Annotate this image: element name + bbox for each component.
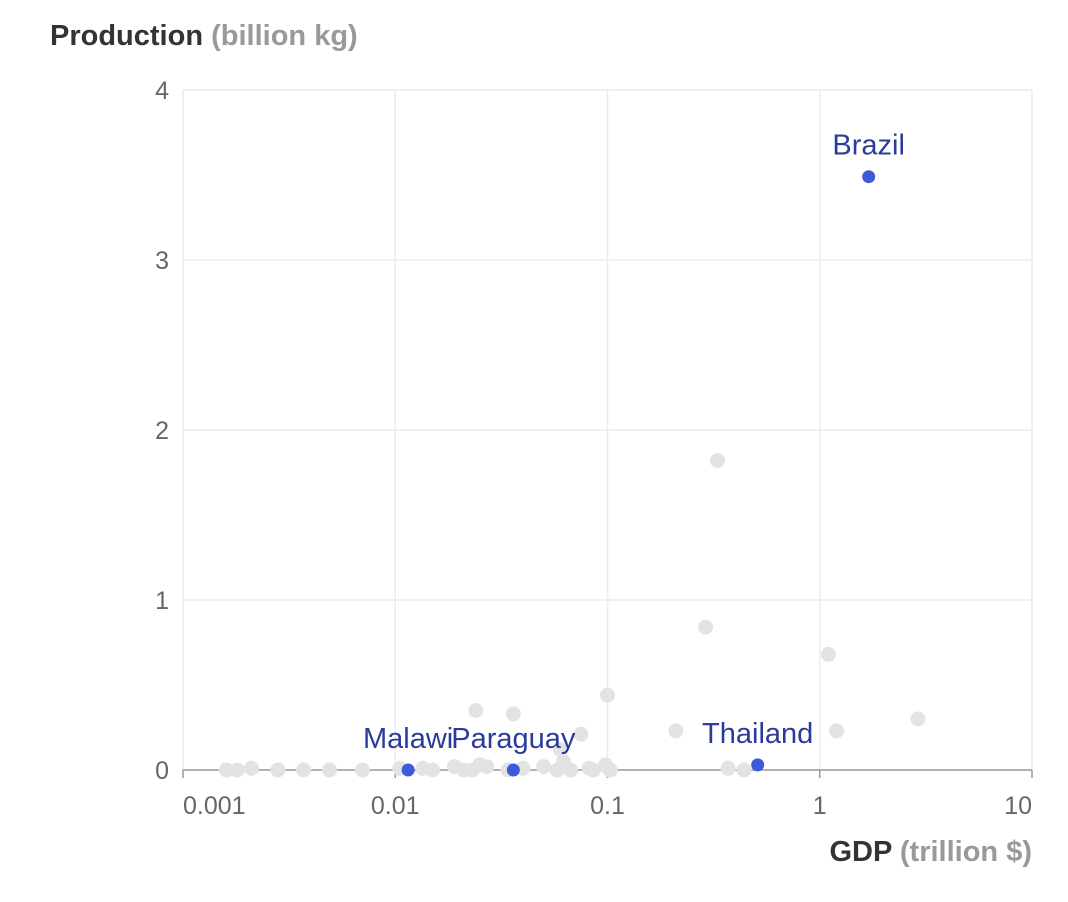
data-point [229,762,245,778]
y-tick-label: 0 [155,757,169,785]
highlight-point [862,170,876,184]
data-point [270,762,286,778]
data-point [479,759,495,775]
data-point [552,742,568,758]
highlight-point [506,763,520,777]
highlight-point [401,763,415,777]
x-tick-label: 1 [813,792,827,820]
data-point [573,726,589,742]
x-tick-label: 0.01 [371,792,420,820]
highlight-point [751,758,765,772]
data-point [821,646,837,662]
data-point [243,760,259,776]
data-point [710,453,726,469]
data-point [296,762,312,778]
data-point [505,706,521,722]
data-point [602,762,618,778]
data-point [218,762,234,778]
y-tick-label: 4 [155,77,169,105]
x-tick-label: 0.001 [183,792,246,820]
data-point [668,723,684,739]
y-tick-label: 3 [155,247,169,275]
data-point [586,762,602,778]
data-point [600,687,615,703]
x-tick-label: 0.1 [590,792,625,820]
x-axis-unit: (trillion $) [899,836,1032,868]
data-point [829,723,845,739]
data-point [425,762,441,778]
data-point [563,762,579,778]
point-label: Thailand [702,718,813,750]
data-point [354,762,370,778]
y-tick-label: 2 [155,417,169,445]
point-label: Brazil [832,130,905,162]
data-point [321,762,337,778]
y-tick-label: 1 [155,587,169,615]
x-axis-label: GDP [829,836,892,868]
point-label: Paraguay [451,723,576,755]
y-axis-unit: (billion kg) [211,20,358,52]
data-point [910,711,926,727]
y-axis-title: Production (billion kg) [50,20,358,53]
x-tick-label: 10 [1004,792,1032,820]
data-point [468,703,484,718]
data-point [720,760,736,776]
data-point [698,619,714,635]
x-axis-title: GDP (trillion $) [830,836,1033,869]
point-label: Malawi [363,723,453,755]
data-point [536,759,552,775]
y-axis-label: Production [50,20,204,52]
data-point [736,762,752,778]
